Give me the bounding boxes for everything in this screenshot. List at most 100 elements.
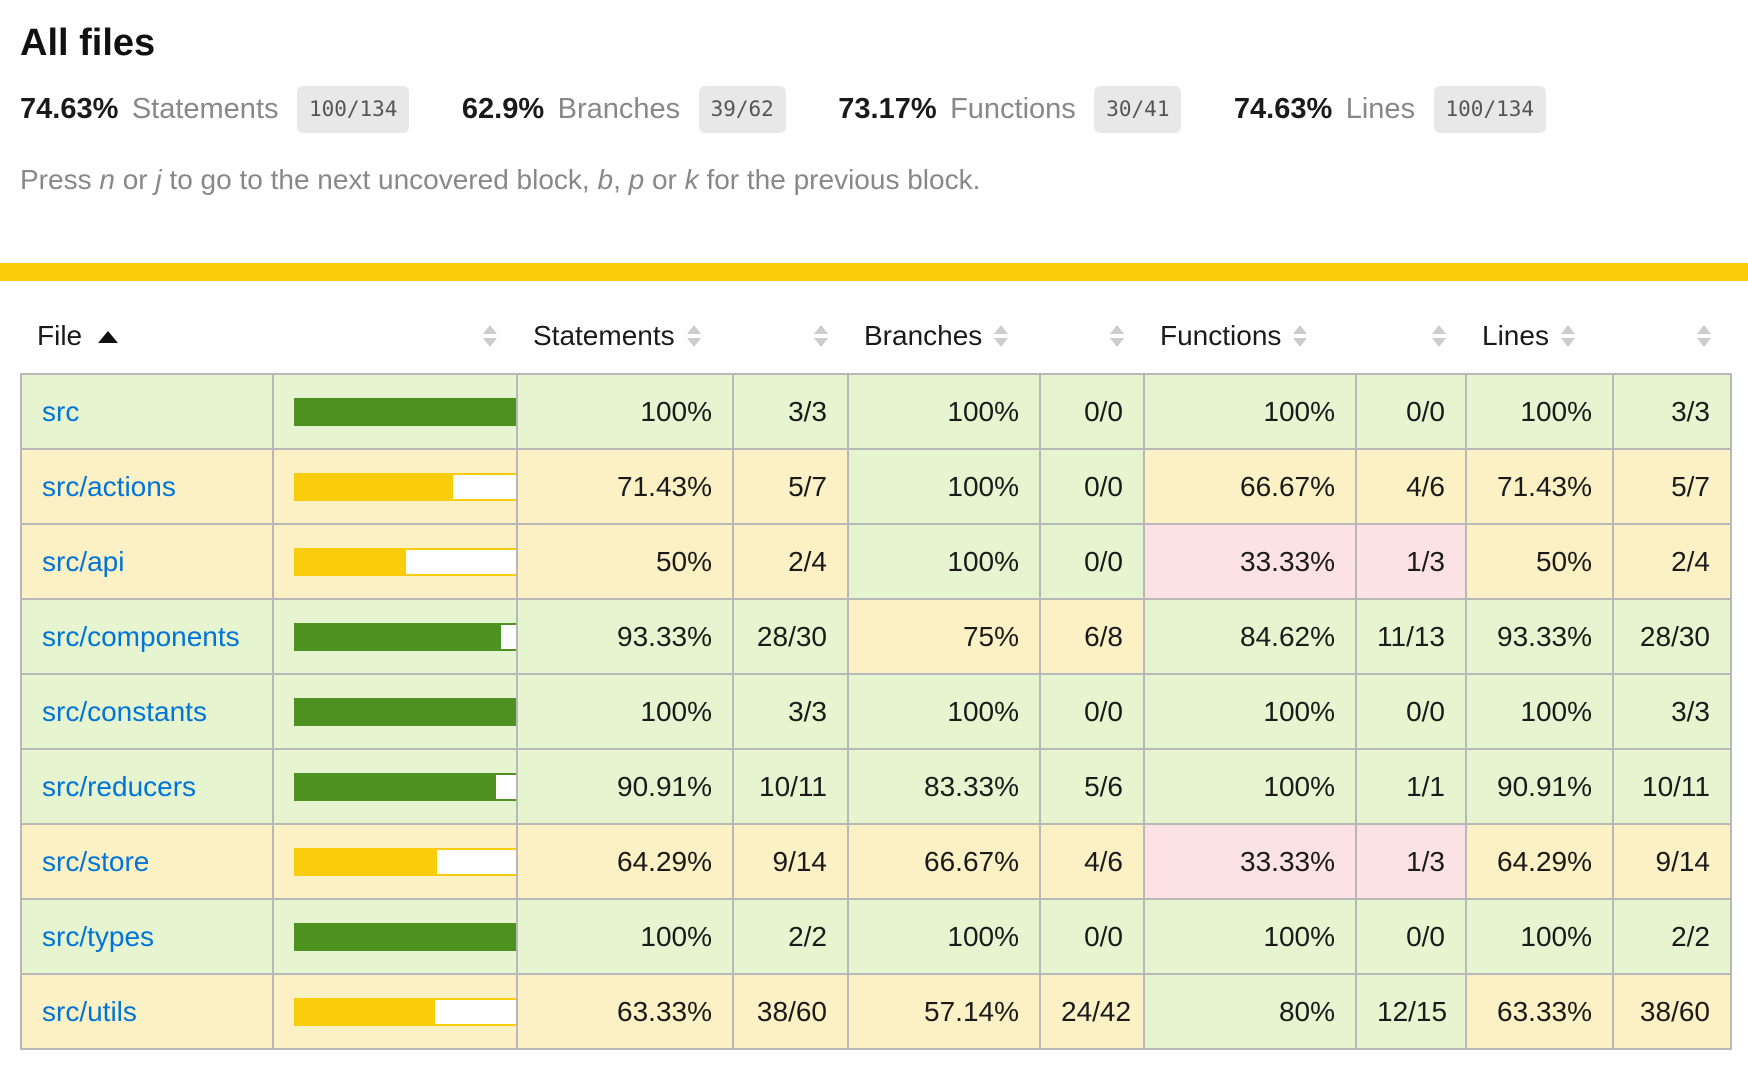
coverage-bar-fill: [296, 999, 436, 1024]
coverage-bar-cell: [272, 823, 518, 900]
coverage-bar-empty: [453, 474, 516, 499]
coverage-bar-fill: [296, 699, 516, 724]
summary-item: 74.63% Statements 100/134: [20, 86, 410, 133]
lines-ratio-cell: 9/14: [1612, 823, 1732, 900]
statements-ratio-cell: 3/3: [732, 373, 849, 450]
sort-icon: [1432, 324, 1446, 347]
col-header-functions-ratio[interactable]: [1356, 281, 1466, 374]
file-link[interactable]: src/actions: [42, 470, 176, 502]
statements-ratio-cell: 9/14: [732, 823, 849, 900]
coverage-bar: [294, 697, 518, 726]
file-link[interactable]: src/store: [42, 845, 150, 877]
table-row: src/api 50% 2/4 100% 0/0 33.33% 1/3 50% …: [20, 523, 1732, 600]
coverage-bar-cell: [272, 448, 518, 525]
coverage-bar: [294, 472, 518, 501]
file-link[interactable]: src/types: [42, 920, 155, 952]
coverage-bar-fill: [296, 399, 516, 424]
sort-icon: [994, 324, 1009, 347]
table-row: src/constants 100% 3/3 100% 0/0 100% 0/0…: [20, 673, 1732, 750]
branches-ratio-cell: 0/0: [1039, 673, 1145, 750]
report-header: All files 74.63% Statements 100/134 62.9…: [0, 22, 1748, 197]
file-link[interactable]: src/utils: [42, 995, 137, 1027]
statements-pct-cell: 71.43%: [516, 448, 734, 525]
coverage-table: File Statements Branches Func: [20, 281, 1732, 1050]
coverage-bar: [294, 772, 518, 801]
file-link[interactable]: src/constants: [42, 695, 207, 727]
lines-ratio-cell: 3/3: [1612, 373, 1732, 450]
functions-pct-cell: 80%: [1143, 973, 1357, 1050]
coverage-bar-empty: [501, 624, 516, 649]
coverage-bar-cell: [272, 898, 518, 975]
coverage-bar-fill: [296, 549, 406, 574]
col-header-file-label: File: [37, 320, 83, 351]
statements-ratio-cell: 2/2: [732, 898, 849, 975]
file-link[interactable]: src/api: [42, 545, 125, 577]
functions-ratio-cell: 1/1: [1355, 748, 1467, 825]
summary-label: Functions: [950, 93, 1076, 125]
functions-pct-cell: 66.67%: [1143, 448, 1357, 525]
branches-pct-cell: 57.14%: [847, 973, 1041, 1050]
coverage-bar-cell: [272, 973, 518, 1050]
table-header-row: File Statements Branches Func: [21, 281, 1731, 374]
branches-ratio-cell: 24/42: [1039, 973, 1145, 1050]
functions-ratio-cell: 1/3: [1355, 523, 1467, 600]
coverage-bar: [294, 922, 518, 951]
branches-pct-cell: 100%: [847, 373, 1041, 450]
branches-ratio-cell: 0/0: [1039, 373, 1145, 450]
functions-pct-cell: 84.62%: [1143, 598, 1357, 675]
file-cell: src: [20, 373, 274, 450]
sort-icon: [1110, 324, 1124, 347]
col-header-lines[interactable]: Lines: [1466, 281, 1613, 374]
file-cell: src/reducers: [20, 748, 274, 825]
statements-ratio-cell: 10/11: [732, 748, 849, 825]
functions-pct-cell: 100%: [1143, 673, 1357, 750]
lines-pct-cell: 100%: [1465, 673, 1614, 750]
file-cell: src/api: [20, 523, 274, 600]
col-header-statements-label: Statements: [533, 320, 675, 351]
col-header-lines-ratio[interactable]: [1613, 281, 1731, 374]
statements-pct-cell: 63.33%: [516, 973, 734, 1050]
functions-ratio-cell: 12/15: [1355, 973, 1467, 1050]
file-link[interactable]: src: [42, 395, 80, 427]
file-link[interactable]: src/reducers: [42, 770, 197, 802]
statements-ratio-cell: 38/60: [732, 973, 849, 1050]
col-header-file[interactable]: File: [21, 281, 273, 374]
table-row: src 100% 3/3 100% 0/0 100% 0/0 100% 3/3: [20, 373, 1732, 450]
coverage-bar-fill: [296, 924, 516, 949]
statements-pct-cell: 90.91%: [516, 748, 734, 825]
summary-percentage: 73.17%: [838, 93, 937, 125]
statements-pct-cell: 100%: [516, 673, 734, 750]
statements-pct-cell: 64.29%: [516, 823, 734, 900]
col-header-lines-label: Lines: [1482, 320, 1549, 351]
table-row: src/components 93.33% 28/30 75% 6/8 84.6…: [20, 598, 1732, 675]
col-header-functions[interactable]: Functions: [1144, 281, 1356, 374]
summary-fraction-badge: 30/41: [1094, 86, 1182, 133]
col-header-branches-ratio[interactable]: [1040, 281, 1144, 374]
table-row: src/utils 63.33% 38/60 57.14% 24/42 80% …: [20, 973, 1732, 1050]
coverage-bar-cell: [272, 373, 518, 450]
file-link[interactable]: src/components: [42, 620, 240, 652]
sort-icon: [814, 324, 828, 347]
coverage-bar-fill: [296, 474, 454, 499]
summary-percentage: 74.63%: [20, 93, 119, 125]
file-cell: src/utils: [20, 973, 274, 1050]
lines-pct-cell: 50%: [1465, 523, 1614, 600]
col-header-statements[interactable]: Statements: [517, 281, 733, 374]
summary-item: 74.63% Lines 100/134: [1234, 86, 1547, 133]
functions-pct-cell: 33.33%: [1143, 823, 1357, 900]
lines-pct-cell: 100%: [1465, 898, 1614, 975]
report-body: File Statements Branches Func: [0, 281, 1748, 1050]
branches-ratio-cell: 0/0: [1039, 523, 1145, 600]
coverage-bar-empty: [406, 549, 516, 574]
sort-ascending-icon: [98, 331, 119, 343]
lines-ratio-cell: 2/2: [1612, 898, 1732, 975]
branches-pct-cell: 100%: [847, 898, 1041, 975]
col-header-statements-ratio[interactable]: [733, 281, 848, 374]
col-header-bar[interactable]: [273, 281, 517, 374]
coverage-bar: [294, 997, 518, 1026]
lines-pct-cell: 100%: [1465, 373, 1614, 450]
lines-pct-cell: 93.33%: [1465, 598, 1614, 675]
col-header-branches[interactable]: Branches: [848, 281, 1040, 374]
table-row: src/store 64.29% 9/14 66.67% 4/6 33.33% …: [20, 823, 1732, 900]
coverage-bar: [294, 847, 518, 876]
